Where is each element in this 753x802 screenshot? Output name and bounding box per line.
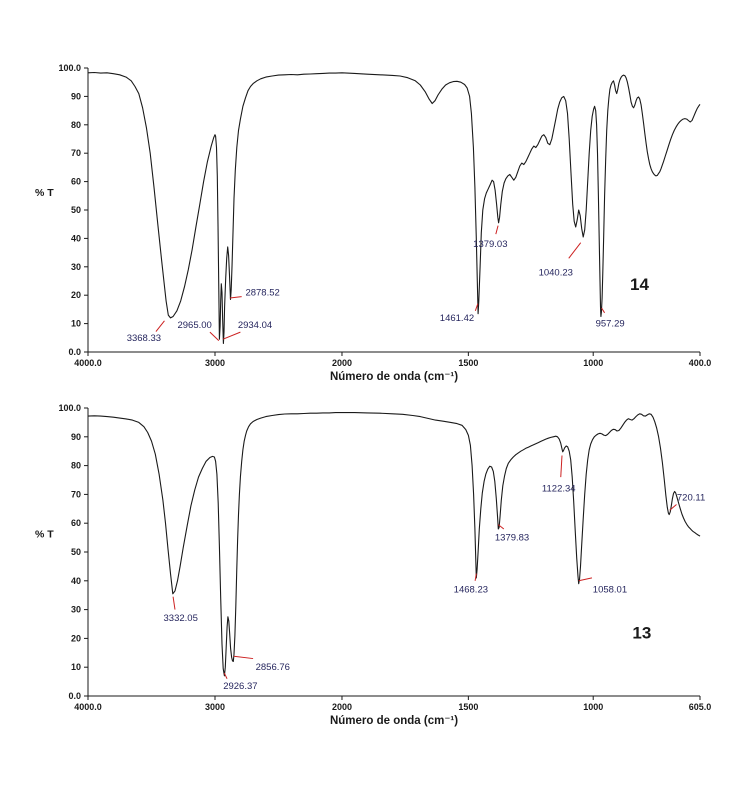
peak-label: 2856.76 xyxy=(256,662,290,673)
y-tick-label: 20 xyxy=(71,290,81,300)
peak-leader-line xyxy=(155,320,165,332)
y-tick-label: 20 xyxy=(71,633,81,643)
peak-leader-line xyxy=(209,331,220,342)
y-tick-label: 70 xyxy=(71,148,81,158)
y-tick-label: 30 xyxy=(71,605,81,615)
y-tick-label: 90 xyxy=(71,432,81,442)
peak-leader-line xyxy=(578,577,593,582)
x-tick-label: 2000 xyxy=(332,358,352,368)
y-tick-label: 30 xyxy=(71,262,81,272)
x-axis-title: Número de onda (cm⁻¹) xyxy=(330,371,458,383)
x-tick-label: 1000 xyxy=(583,702,603,712)
peak-leader-line xyxy=(560,455,563,478)
y-tick-label: 60 xyxy=(71,518,81,528)
y-tick-label: 60 xyxy=(71,177,81,187)
spectrum-curve xyxy=(87,71,701,345)
peak-leader-line xyxy=(474,303,479,311)
x-tick-label: 605.0 xyxy=(689,702,712,712)
peak-leader-line xyxy=(222,331,241,340)
y-tick-label: 10 xyxy=(71,319,81,329)
x-tick-label: 1500 xyxy=(458,702,478,712)
x-tick-label: 4000.0 xyxy=(74,702,102,712)
y-tick-label: 70 xyxy=(71,489,81,499)
x-tick-label: 4000.0 xyxy=(74,358,102,368)
y-axis-title: % T xyxy=(35,529,54,541)
y-tick-label: 0.0 xyxy=(68,347,81,357)
y-tick-label: 10 xyxy=(71,662,81,672)
x-tick-label: 400.0 xyxy=(689,358,712,368)
x-tick-label: 3000 xyxy=(205,358,225,368)
peak-label: 1379.83 xyxy=(495,533,529,544)
spectrum-curve xyxy=(87,412,701,677)
x-tick-label: 3000 xyxy=(205,702,225,712)
x-tick-label: 1500 xyxy=(458,358,478,368)
peak-label: 1379.03 xyxy=(473,239,507,250)
peak-leader-line xyxy=(229,296,242,299)
peak-leader-line xyxy=(601,307,606,314)
peak-label: 2934.04 xyxy=(238,320,272,331)
peak-label: 2965.00 xyxy=(177,320,211,331)
peak-label: 1058.01 xyxy=(593,584,627,595)
sample-number-label: 13 xyxy=(632,624,651,643)
x-tick-label: 1000 xyxy=(583,358,603,368)
y-tick-label: 100.0 xyxy=(58,63,81,73)
y-tick-label: 80 xyxy=(71,120,81,130)
peak-leader-line xyxy=(568,242,582,259)
y-tick-label: 80 xyxy=(71,461,81,471)
peak-label: 2878.52 xyxy=(245,287,279,298)
peak-label: 1040.23 xyxy=(539,267,573,278)
x-tick-label: 2000 xyxy=(332,702,352,712)
peak-label: 1122.34 xyxy=(542,484,576,495)
peak-label: 957.29 xyxy=(596,319,625,330)
x-axis-title: Número de onda (cm⁻¹) xyxy=(330,715,458,727)
peak-label: 720.11 xyxy=(677,492,705,503)
peak-leader-line xyxy=(172,596,176,610)
peak-leader-line xyxy=(498,524,505,530)
peak-leader-line xyxy=(495,225,499,235)
peak-label: 2926.37 xyxy=(223,681,257,692)
y-tick-label: 50 xyxy=(71,547,81,557)
peak-leader-line xyxy=(669,504,677,511)
y-tick-label: 40 xyxy=(71,233,81,243)
y-tick-label: 90 xyxy=(71,91,81,101)
y-tick-label: 100.0 xyxy=(58,403,81,413)
peak-label: 3332.05 xyxy=(164,613,198,624)
peak-label: 3368.33 xyxy=(127,333,161,344)
peak-leader-line xyxy=(233,655,254,660)
peak-label: 1468.23 xyxy=(454,584,488,595)
y-axis-title: % T xyxy=(35,187,54,199)
sample-number-label: 14 xyxy=(630,275,649,294)
y-tick-label: 50 xyxy=(71,205,81,215)
peak-leader-line xyxy=(223,672,228,679)
y-tick-label: 40 xyxy=(71,576,81,586)
peak-leader-line xyxy=(474,573,477,581)
y-tick-label: 0.0 xyxy=(68,691,81,701)
peak-label: 1461.42 xyxy=(440,313,474,324)
